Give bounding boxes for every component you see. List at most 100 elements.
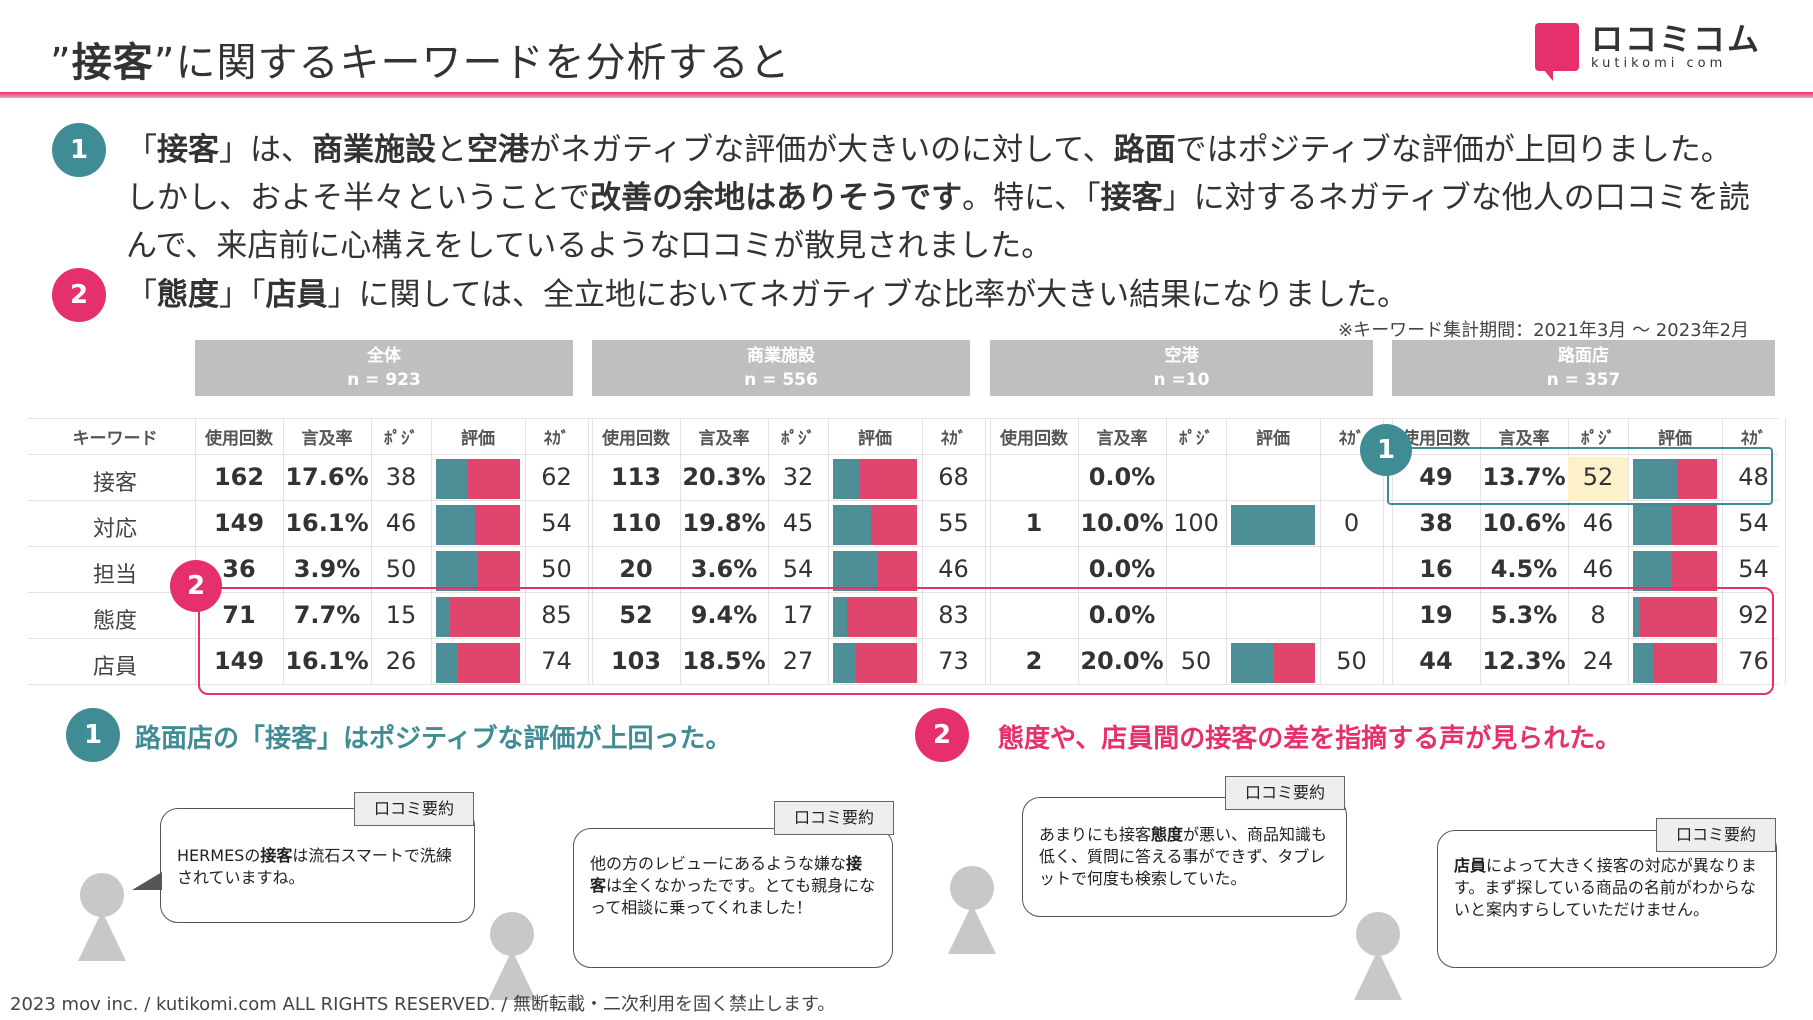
negative-bar-segment [1671, 551, 1717, 591]
table-col-divider [985, 418, 986, 684]
review-tag-2: 口コミ要約 [774, 801, 894, 835]
column-header: 評価 [461, 429, 495, 449]
positive-bar-segment [436, 643, 458, 683]
page-title: ”接客”に関するキーワードを分析すると [50, 40, 791, 86]
usage-count: 103 [610, 647, 662, 675]
negative-value: 54 [541, 509, 572, 537]
column-header: 使用回数 [205, 429, 273, 449]
sentiment-bar [833, 505, 917, 545]
table-col-divider [431, 418, 432, 684]
negative-bar-segment [1639, 597, 1717, 637]
footer-copyright: 2023 mov inc. / kutikomi.com ALL RIGHTS … [10, 994, 836, 1015]
sentiment-bar [436, 505, 520, 545]
table-badge-2: 2 [170, 560, 222, 612]
group-name: 商業施設 [747, 346, 815, 366]
finding-1-badge: 1 [66, 708, 120, 762]
table-col-divider [828, 418, 829, 684]
table-col-divider [1568, 418, 1569, 684]
header-divider [0, 92, 1813, 98]
table-row-divider [28, 684, 1778, 685]
point-1-text: 「接客」は、商業施設と空港がネガティブな評価が大きいのに対して、路面ではポジティ… [126, 132, 1750, 264]
mention-rate: 5.3% [1490, 601, 1558, 629]
negative-value: 92 [1738, 601, 1769, 629]
sentiment-bar [833, 551, 917, 591]
review-bubble-4: 店員によって大きく接客の対応が異なります。まず探している商品の名前がわからないと… [1437, 830, 1777, 968]
table-col-divider [283, 418, 284, 684]
mention-rate: 20.3% [682, 463, 766, 491]
mention-rate: 18.5% [682, 647, 766, 675]
group-header: 路面店 n = 357 [1392, 340, 1775, 396]
table-col-divider [588, 418, 589, 684]
mention-rate: 4.5% [1490, 555, 1558, 583]
positive-value: 46 [385, 509, 417, 537]
positive-value: 52 [1582, 463, 1614, 491]
review-tag-3: 口コミ要約 [1225, 776, 1345, 810]
negative-bar-segment [448, 597, 520, 637]
table-row-divider [28, 546, 1778, 547]
table-col-divider [1226, 418, 1227, 684]
column-header: ﾈｶﾞ [1740, 429, 1767, 449]
table-col-divider [768, 418, 769, 684]
column-header: ﾈｶﾞ [1338, 429, 1365, 449]
positive-value: 100 [1173, 509, 1219, 537]
sentiment-bar [436, 459, 520, 499]
mention-rate: 13.7% [1482, 463, 1566, 491]
positive-bar-segment [436, 551, 478, 591]
mention-rate: 16.1% [285, 509, 369, 537]
logo: ロコミコム kutikomi com [1535, 22, 1761, 81]
negative-bar-segment [847, 597, 917, 637]
positive-value: 8 [1590, 601, 1606, 629]
highlight-box-1 [1387, 447, 1773, 505]
mention-rate: 7.7% [293, 601, 361, 629]
sentiment-bar [1231, 505, 1315, 545]
keyword-label: 態度 [92, 609, 137, 634]
table-row-divider [28, 638, 1778, 639]
keyword-label: 担当 [92, 563, 137, 588]
positive-value: 46 [1582, 509, 1614, 537]
usage-count: 19 [1419, 601, 1453, 629]
mention-rate: 10.6% [1482, 509, 1566, 537]
mention-rate: 16.1% [285, 647, 369, 675]
sentiment-bar [436, 551, 520, 591]
positive-value: 15 [385, 601, 417, 629]
finding-1-text: 路面店の「接客」はポジティブな評価が上回った。 [135, 724, 732, 754]
negative-value: 83 [938, 601, 969, 629]
logo-subtext: kutikomi com [1591, 56, 1727, 71]
positive-bar-segment [1633, 643, 1654, 683]
keyword-label: 店員 [92, 655, 137, 680]
negative-value: 62 [541, 463, 572, 491]
sentiment-bar [1633, 551, 1717, 591]
mention-rate: 17.6% [285, 463, 369, 491]
table-row-divider [28, 500, 1778, 501]
usage-count: 113 [610, 463, 662, 491]
mention-rate: 3.6% [690, 555, 758, 583]
usage-count: 149 [213, 509, 265, 537]
column-header: 言及率 [698, 429, 750, 449]
column-header: 使用回数 [1000, 429, 1068, 449]
point-2-text: 「態度」「店員」に関しては、全立地においてネガティブな比率が大きい結果になりまし… [126, 277, 1409, 313]
usage-count: 110 [610, 509, 662, 537]
negative-bar-segment [1273, 643, 1315, 683]
negative-value: 48 [1738, 463, 1769, 491]
group-sample-size: n = 357 [1546, 370, 1621, 390]
positive-bar-segment [1231, 505, 1315, 545]
column-header: 使用回数 [1402, 429, 1470, 449]
positive-bar-segment [436, 505, 475, 545]
table-col-divider [922, 418, 923, 684]
keyword-label: 接客 [92, 471, 137, 496]
column-header: 評価 [858, 429, 892, 449]
negative-value: 54 [1738, 509, 1769, 537]
negative-value: 54 [1738, 555, 1769, 583]
sentiment-bar [436, 643, 520, 683]
usage-count: 1 [1025, 509, 1043, 537]
logo-icon [1535, 22, 1579, 81]
negative-bar-segment [855, 643, 917, 683]
positive-value: 50 [1180, 647, 1212, 675]
group-name: 路面店 [1558, 346, 1609, 366]
positive-value: 46 [1582, 555, 1614, 583]
positive-value: 38 [385, 463, 417, 491]
column-header: 言及率 [301, 429, 353, 449]
positive-bar-segment [833, 551, 879, 591]
table-col-divider [1722, 418, 1723, 684]
mention-rate: 3.9% [293, 555, 361, 583]
